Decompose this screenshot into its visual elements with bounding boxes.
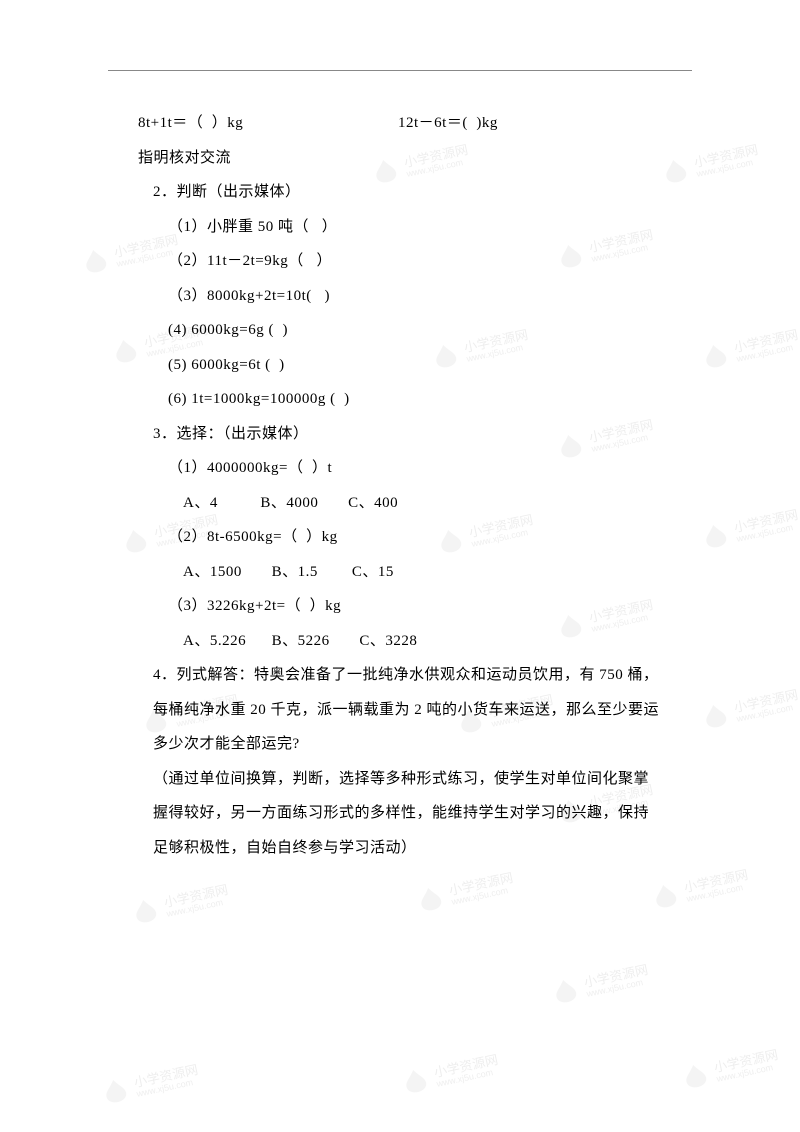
document-line: 4．列式解答：特奥会准备了一批纯净水供观众和运动员饮用，有 750 桶， bbox=[108, 658, 692, 693]
document-line: 握得较好，另一方面练习形式的多样性，能维持学生对学习的兴趣，保持 bbox=[108, 796, 692, 831]
header-rule bbox=[108, 70, 692, 71]
document-line: 3．选择：（出示媒体） bbox=[108, 417, 692, 452]
document-line: 多少次才能全部运完? bbox=[108, 727, 692, 762]
document-line: A、5.226 B、5226 C、3228 bbox=[108, 624, 692, 659]
equation-text: 8t+1t＝（ ）kg bbox=[138, 106, 398, 141]
document-line: （1）4000000kg=（ ）t bbox=[108, 451, 692, 486]
equation-text: 12t－6t＝( )kg bbox=[398, 106, 498, 141]
document-line: 2．判断（出示媒体） bbox=[108, 175, 692, 210]
watermark-icon: 小学资源网www.xj5u.com bbox=[98, 1060, 202, 1110]
document-line: A、1500 B、1.5 C、15 bbox=[108, 555, 692, 590]
document-line: 指明核对交流 bbox=[108, 141, 692, 176]
watermark-icon: 小学资源网www.xj5u.com bbox=[648, 865, 752, 915]
document-line: (4) 6000kg=6g ( ) bbox=[108, 313, 692, 348]
document-line: （3）8000kg+2t=10t( ) bbox=[108, 279, 692, 314]
document-line: （1）小胖重 50 吨（ ） bbox=[108, 210, 692, 245]
watermark-icon: 小学资源网www.xj5u.com bbox=[413, 868, 517, 918]
document-line: (6) 1t=1000kg=100000g ( ) bbox=[108, 382, 692, 417]
document-line: 8t+1t＝（ ）kg 12t－6t＝( )kg bbox=[108, 106, 692, 141]
document-line: （3）3226kg+2t=（ ）kg bbox=[108, 589, 692, 624]
document-line: （2）11t－2t=9kg（ ） bbox=[108, 244, 692, 279]
watermark-icon: 小学资源网www.xj5u.com bbox=[548, 960, 652, 1010]
document-line: （通过单位间换算，判断，选择等多种形式练习，使学生对单位间化聚掌 bbox=[108, 762, 692, 797]
document-line: 足够积极性，自始自终参与学习活动） bbox=[108, 831, 692, 866]
document-line: （2）8t-6500kg=（ ）kg bbox=[108, 520, 692, 555]
document-line: (5) 6000kg=6t ( ) bbox=[108, 348, 692, 383]
watermark-icon: 小学资源网www.xj5u.com bbox=[128, 880, 232, 930]
watermark-icon: 小学资源网www.xj5u.com bbox=[678, 1045, 782, 1095]
document-line: A、4 B、4000 C、400 bbox=[108, 486, 692, 521]
document-line: 每桶纯净水重 20 千克，派一辆载重为 2 吨的小货车来运送，那么至少要运 bbox=[108, 693, 692, 728]
watermark-icon: 小学资源网www.xj5u.com bbox=[398, 1050, 502, 1100]
